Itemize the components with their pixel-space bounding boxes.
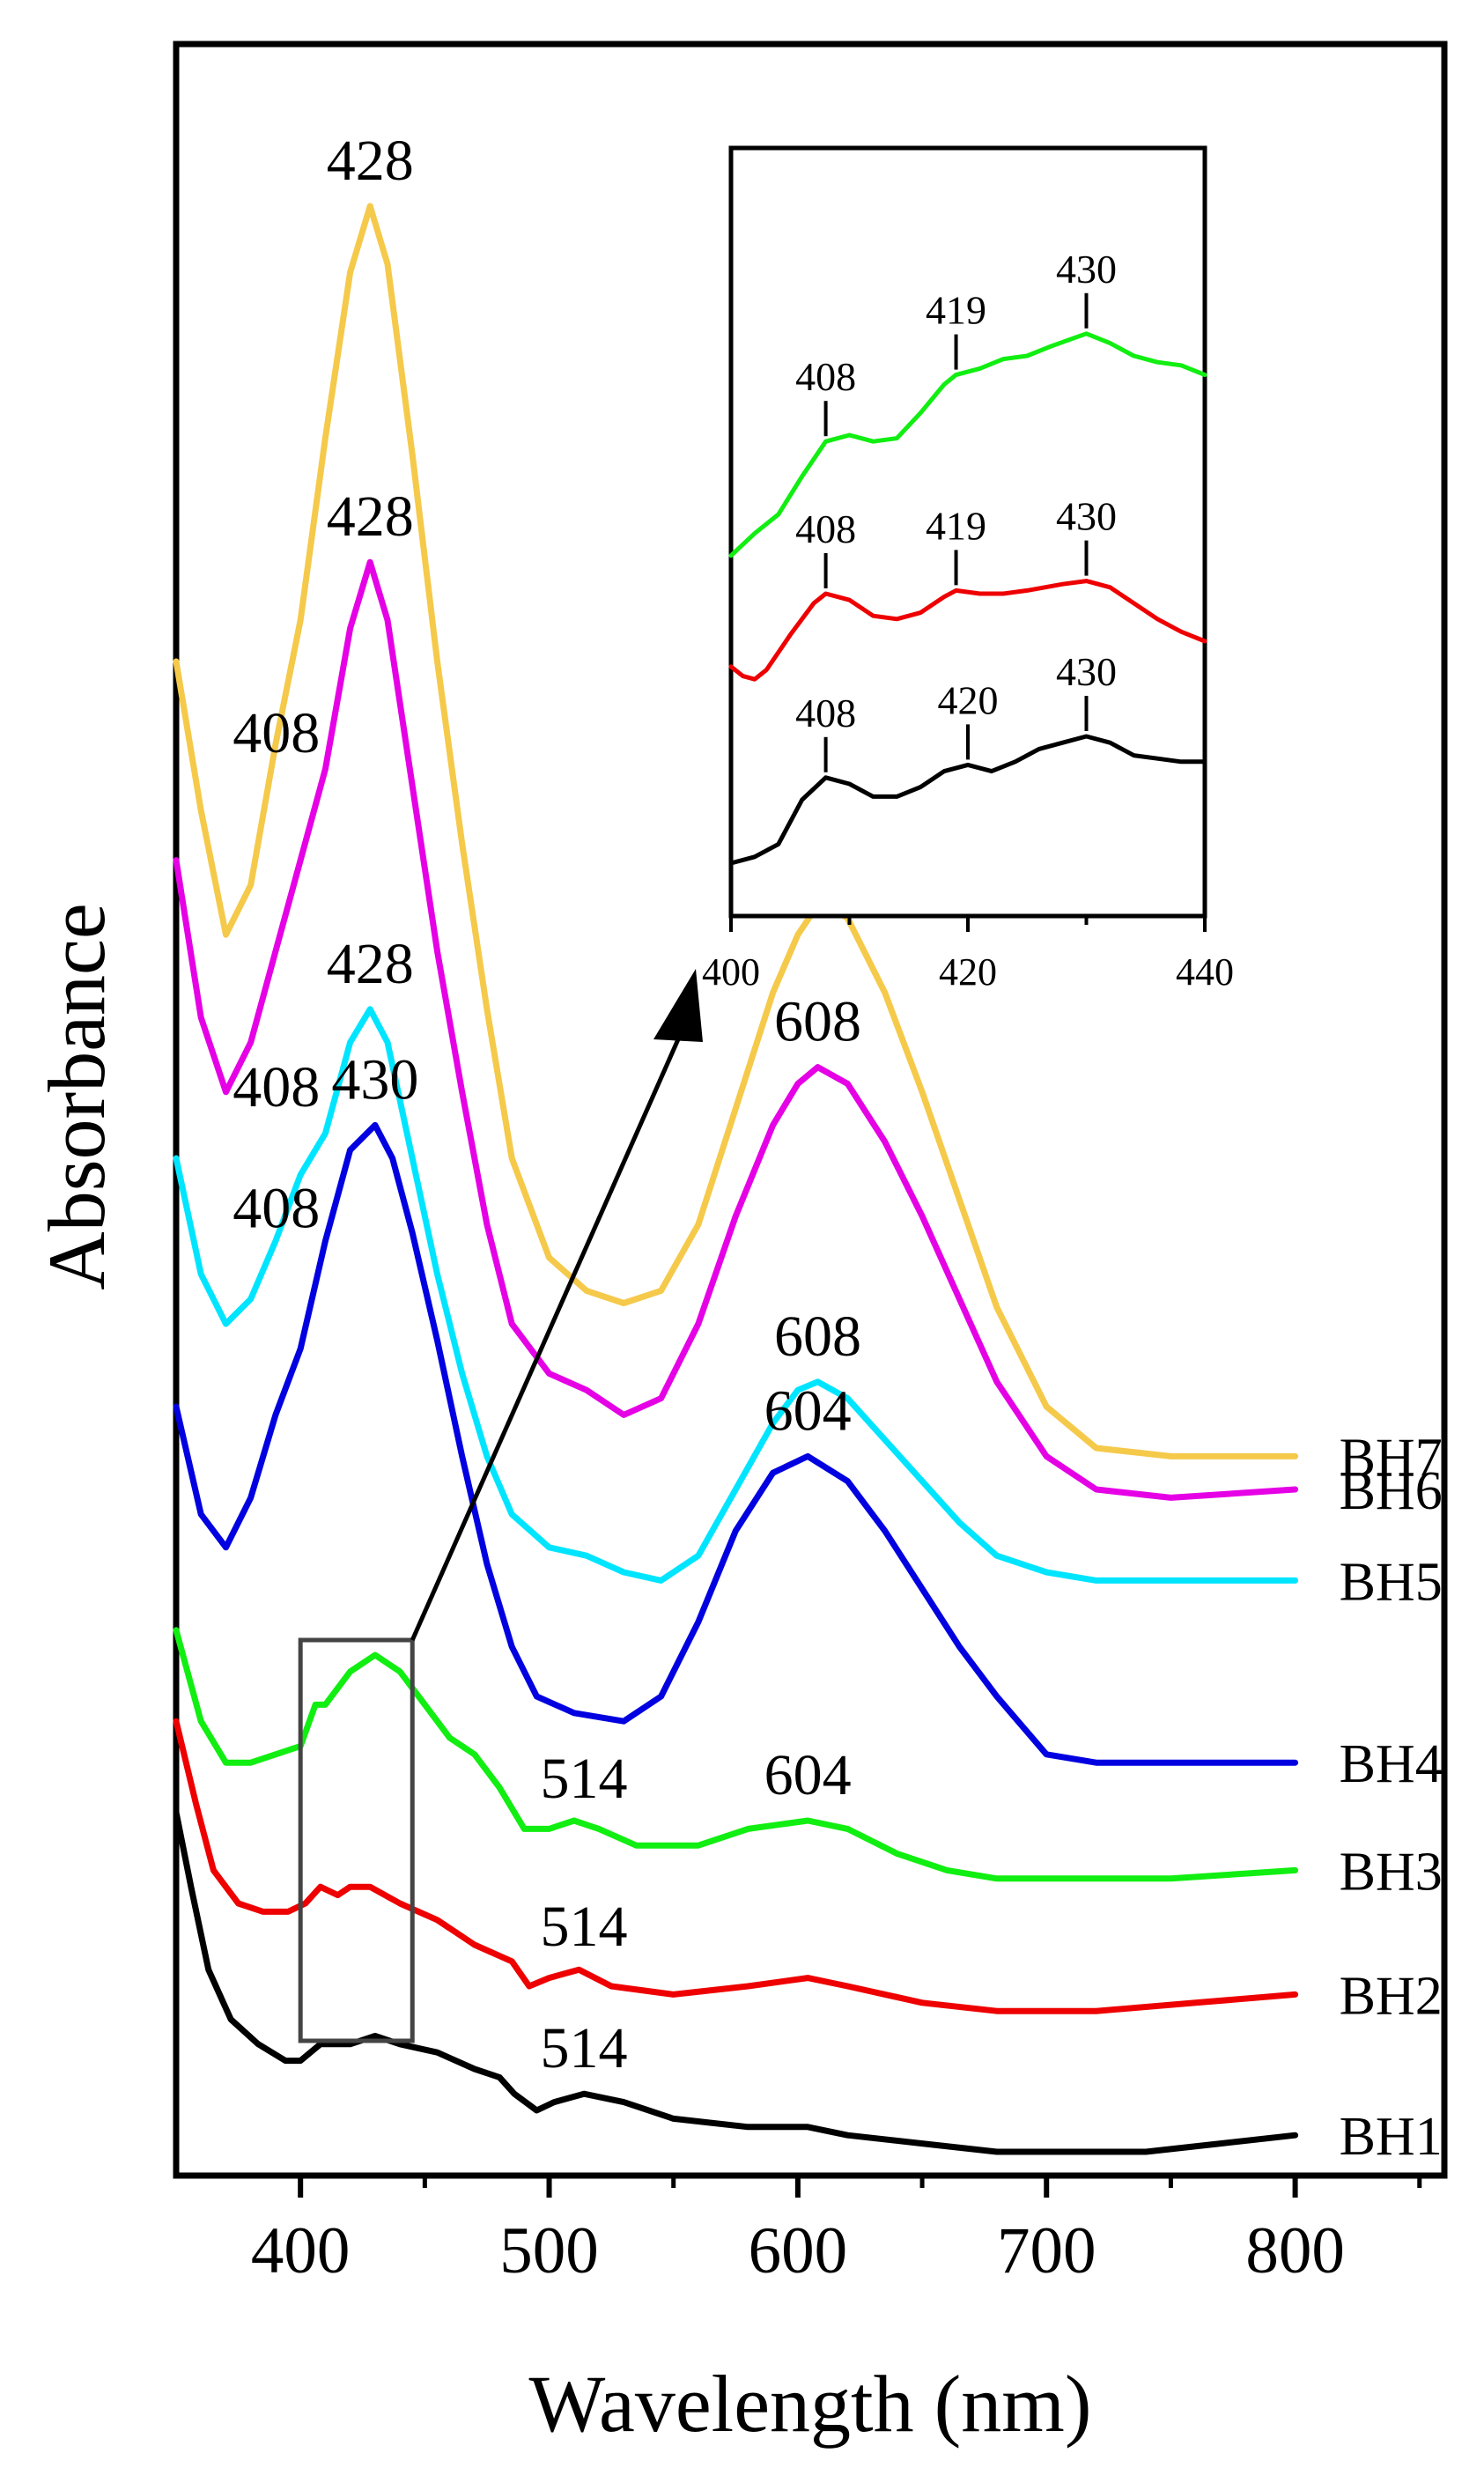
- inset-peak-label: 430: [1056, 649, 1117, 694]
- series-line-bh2: [173, 1718, 1299, 2014]
- peak-label: 408: [233, 1176, 320, 1240]
- main-label-layer: BH7428609BH6408428608BH5408428608BH44084…: [233, 129, 1442, 2167]
- series-label-bh5: BH5: [1340, 1552, 1443, 1612]
- inset-peak-label: 408: [795, 691, 856, 735]
- series-label-bh4: BH4: [1340, 1734, 1443, 1794]
- peak-label: 428: [327, 484, 414, 549]
- peak-label: 608: [774, 1304, 861, 1369]
- peak-label: 428: [327, 932, 414, 996]
- inset-peak-label: 408: [795, 354, 856, 399]
- inset-series-line-bh1: [728, 734, 1207, 866]
- zoom-arrow-head: [653, 969, 703, 1042]
- main-series-layer: [173, 203, 1299, 2155]
- zoom-box: [298, 1637, 415, 2043]
- zoom-arrow-line: [410, 1038, 681, 1642]
- series-label-bh3: BH3: [1340, 1842, 1443, 1902]
- peak-label: 604: [764, 1743, 852, 1807]
- inset-series-line-bh2: [728, 579, 1207, 682]
- series-line-bh3: [173, 1627, 1299, 1882]
- peak-label: 430: [331, 1047, 418, 1112]
- inset-peak-label: 419: [926, 288, 986, 333]
- x-tick-label: 800: [1245, 2214, 1345, 2287]
- series-line-bh6: [173, 558, 1299, 1501]
- inset-series-line-bh3: [728, 331, 1207, 558]
- peak-label: 428: [327, 129, 414, 193]
- series-label-bh2: BH2: [1340, 1966, 1443, 2026]
- x-tick-label: 500: [499, 2214, 599, 2287]
- peak-label: 408: [233, 1055, 320, 1119]
- inset-x-tick-label: 420: [939, 950, 997, 994]
- peak-label: 514: [541, 1747, 628, 1811]
- x-axis-title: Wavelength (nm): [529, 2359, 1092, 2449]
- inset-peak-label: 430: [1056, 247, 1117, 292]
- series-line-bh1: [173, 1809, 1299, 2155]
- y-axis-title: Absorbance: [32, 903, 122, 1289]
- series-label-bh6: BH6: [1340, 1461, 1443, 1521]
- main-plot-frame-layer: 400 500 600 700 800: [173, 41, 1448, 2287]
- plot-frame: [173, 41, 1448, 2179]
- series-line-bh4: [173, 1121, 1299, 1766]
- series-line-bh7: [173, 203, 1299, 1459]
- inset-x-tick-label: 400: [702, 950, 760, 994]
- peak-label: 514: [541, 1895, 628, 1959]
- inset-peak-label: 420: [938, 677, 999, 722]
- inset-x-tick-label: 440: [1176, 950, 1234, 994]
- series-line-bh5: [173, 1006, 1299, 1584]
- inset-layer: 400 420 440 408 419 430 408 419 430 408 420 430: [702, 145, 1234, 994]
- x-tick-label: 400: [251, 2214, 351, 2287]
- inset-peak-label: 408: [795, 506, 856, 551]
- peak-label: 608: [774, 990, 861, 1054]
- inset-peak-label: 419: [926, 503, 986, 548]
- series-label-bh1: BH1: [1340, 2107, 1443, 2167]
- peak-label: 604: [764, 1378, 852, 1443]
- x-tick-label: 700: [997, 2214, 1096, 2287]
- peak-label: 514: [541, 2016, 628, 2080]
- series-label-bh7: BH7: [1340, 1428, 1443, 1488]
- inset-peak-label: 430: [1056, 494, 1117, 539]
- x-tick-label: 600: [749, 2214, 848, 2287]
- peak-label: 408: [233, 701, 320, 765]
- inset-frame: [728, 145, 1207, 919]
